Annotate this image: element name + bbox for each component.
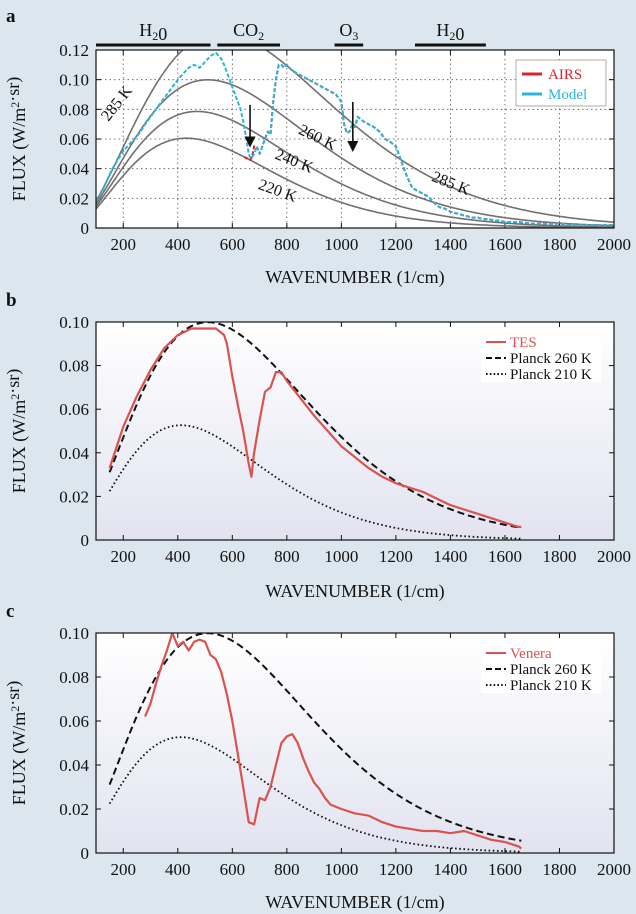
y-tick-label: 0.08 bbox=[59, 100, 89, 119]
legend-label: Planck 260 K bbox=[510, 351, 592, 367]
y-tick-label: 0 bbox=[81, 531, 90, 550]
x-tick-label: 800 bbox=[274, 860, 300, 879]
series-line-model bbox=[96, 52, 614, 226]
y-tick-label: 0.10 bbox=[59, 313, 89, 332]
x-axis-label: WAVENUMBER (1/cm) bbox=[265, 892, 444, 913]
planck-curve-220k bbox=[96, 137, 614, 228]
x-tick-label: 1000 bbox=[324, 860, 358, 879]
legend-label: Model bbox=[548, 87, 587, 103]
planck-curve-260k bbox=[96, 79, 614, 227]
y-axis-label: FLUX (W/m2·sr) bbox=[3, 369, 30, 494]
x-axis-label: WAVENUMBER (1/cm) bbox=[265, 581, 444, 602]
chart-panel-b: b 200 400 600 800 1000 1200 1400 1600 1800 2000 0 0.… bbox=[3, 290, 631, 602]
band-label: H20 bbox=[139, 20, 167, 44]
x-tick-label: 1200 bbox=[379, 860, 413, 879]
x-tick-label: 1200 bbox=[379, 547, 413, 566]
band-label: CO2 bbox=[233, 20, 264, 43]
x-tick-label: 1600 bbox=[488, 860, 522, 879]
y-axis-label: FLUX (W/m2·sr) bbox=[3, 681, 30, 806]
x-tick-label: 1800 bbox=[542, 547, 576, 566]
x-tick-label: 600 bbox=[220, 235, 246, 254]
x-tick-label: 200 bbox=[111, 547, 137, 566]
y-tick-label: 0.06 bbox=[59, 130, 89, 149]
y-tick-label: 0 bbox=[81, 219, 90, 238]
x-tick-label: 1600 bbox=[488, 235, 522, 254]
legend-box bbox=[515, 59, 607, 107]
x-tick-label: 600 bbox=[220, 547, 246, 566]
band-label: O3 bbox=[339, 20, 358, 43]
y-tick-label: 0.06 bbox=[59, 400, 89, 419]
series-line-venera bbox=[144, 633, 522, 850]
x-tick-label: 400 bbox=[165, 547, 191, 566]
y-tick-label: 0.04 bbox=[59, 160, 89, 179]
y-tick-label: 0.02 bbox=[59, 800, 89, 819]
x-tick-label: 800 bbox=[274, 547, 300, 566]
legend-label: AIRS bbox=[548, 67, 582, 83]
axis-frame bbox=[95, 49, 615, 229]
x-tick-label: 400 bbox=[165, 860, 191, 879]
x-tick-label: 1800 bbox=[542, 860, 576, 879]
plot-content bbox=[108, 633, 522, 853]
y-tick-label: 0 bbox=[81, 844, 90, 863]
x-tick-label: 1600 bbox=[488, 547, 522, 566]
panel-letter: c bbox=[6, 601, 14, 622]
x-tick-label: 2000 bbox=[597, 547, 631, 566]
panel-letter: a bbox=[6, 6, 16, 27]
y-tick-label: 0.10 bbox=[59, 71, 89, 90]
chart-panel-a: a 200 400 600 800 1000 1200 1400 1600 1800 2000 0 0.… bbox=[3, 6, 631, 288]
y-tick-label: 0.08 bbox=[59, 357, 89, 376]
x-tick-label: 600 bbox=[220, 860, 246, 879]
panel-letter: b bbox=[6, 290, 17, 311]
plot-content bbox=[108, 322, 522, 540]
y-tick-label: 0.02 bbox=[59, 487, 89, 506]
band-label: H20 bbox=[436, 20, 464, 44]
planck-curve-210k bbox=[108, 424, 522, 540]
y-axis-label: FLUX (W/m2·sr) bbox=[3, 77, 30, 202]
x-tick-label: 1800 bbox=[542, 235, 576, 254]
legend-box bbox=[481, 641, 601, 693]
y-tick-label: 0.04 bbox=[59, 444, 89, 463]
planck-curve-260k bbox=[108, 322, 522, 529]
planck-curve-240k bbox=[96, 110, 614, 228]
y-tick-label: 0.02 bbox=[59, 189, 89, 208]
y-tick-label: 0.08 bbox=[59, 668, 89, 687]
legend-label: Planck 210 K bbox=[510, 678, 592, 694]
y-tick-label: 0.04 bbox=[59, 756, 89, 775]
x-tick-label: 2000 bbox=[597, 235, 631, 254]
legend-label: TES bbox=[510, 335, 537, 351]
x-tick-label: 400 bbox=[165, 235, 191, 254]
x-tick-label: 1400 bbox=[433, 547, 467, 566]
x-tick-label: 200 bbox=[111, 235, 137, 254]
legend-label: Planck 260 K bbox=[510, 662, 592, 678]
x-tick-label: 1200 bbox=[379, 235, 413, 254]
y-tick-label: 0.06 bbox=[59, 712, 89, 731]
x-axis-label: WAVENUMBER (1/cm) bbox=[265, 267, 444, 288]
axis-frame bbox=[95, 632, 615, 854]
x-tick-label: 200 bbox=[111, 860, 137, 879]
legend-label: Planck 210 K bbox=[510, 367, 592, 383]
chart-panel-c: c 200 400 600 800 1000 1200 1400 1600 1800 2000 0 0.… bbox=[3, 601, 631, 913]
x-tick-label: 1400 bbox=[433, 235, 467, 254]
x-tick-label: 1400 bbox=[433, 860, 467, 879]
x-tick-label: 2000 bbox=[597, 860, 631, 879]
y-tick-label: 0.12 bbox=[59, 41, 89, 60]
x-tick-label: 1000 bbox=[324, 547, 358, 566]
legend-box bbox=[481, 330, 601, 382]
x-tick-label: 1000 bbox=[324, 235, 358, 254]
y-tick-label: 0.10 bbox=[59, 624, 89, 643]
x-tick-label: 800 bbox=[274, 235, 300, 254]
axis-frame bbox=[95, 321, 615, 541]
legend-label: Venera bbox=[510, 646, 552, 662]
